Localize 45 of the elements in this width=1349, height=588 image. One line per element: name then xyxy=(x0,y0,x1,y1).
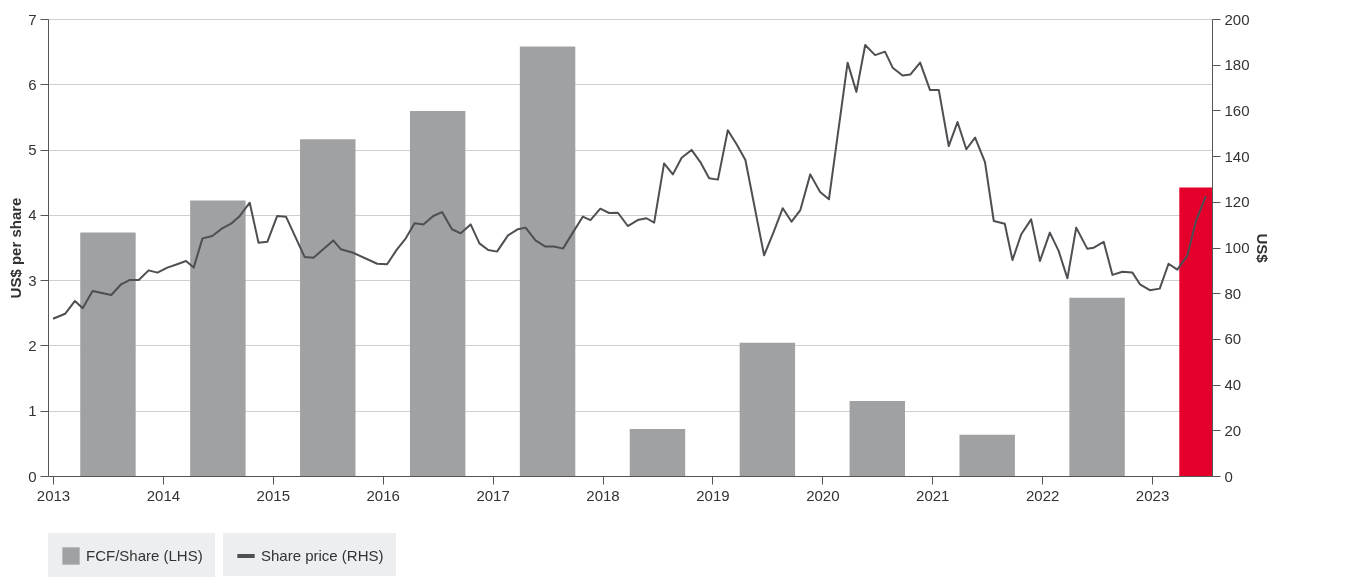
bar xyxy=(409,111,466,476)
y-tick-label: 5 xyxy=(28,141,37,159)
x-tick-label: 2023 xyxy=(1135,486,1170,504)
y-tick-label: 2 xyxy=(28,336,37,354)
x-tick-label: 2022 xyxy=(1025,486,1060,504)
y2-tick-label: 40 xyxy=(1224,376,1242,394)
x-tick-label: 2013 xyxy=(36,486,71,504)
y2-tick-label: 100 xyxy=(1224,239,1250,256)
x-tick-label: 2019 xyxy=(696,486,730,504)
bar xyxy=(849,400,905,476)
y2-tick-label: 120 xyxy=(1224,193,1250,211)
bar xyxy=(80,232,136,476)
legend-label: FCF/Share (LHS) xyxy=(86,547,203,564)
y2-tick-label: 20 xyxy=(1224,421,1242,439)
y2-tick-label: 80 xyxy=(1224,284,1242,302)
y-tick-label: 1 xyxy=(28,402,37,420)
legend-label: Share price (RHS) xyxy=(261,547,384,564)
y-tick-label: 0 xyxy=(28,467,37,485)
y-axis-title: US$ per share xyxy=(7,197,25,299)
bar xyxy=(1069,297,1125,476)
y-tick-label: 7 xyxy=(28,10,37,28)
bar xyxy=(190,200,246,476)
y2-tick-label: 60 xyxy=(1224,330,1242,348)
x-tick-label: 2018 xyxy=(586,486,620,504)
x-tick-label: 2015 xyxy=(256,486,290,504)
y-tick-label: 4 xyxy=(28,206,37,224)
y2-tick-label: 180 xyxy=(1224,56,1250,74)
x-tick-label: 2017 xyxy=(476,486,510,504)
x-tick-label: 2021 xyxy=(916,486,950,504)
line-series xyxy=(52,44,1207,320)
x-tick-label: 2014 xyxy=(146,486,181,504)
y2-tick-label: 0 xyxy=(1224,467,1233,485)
x-tick-label: 2020 xyxy=(806,486,840,504)
y-tick-label: 3 xyxy=(28,271,37,289)
y-tick-label: 6 xyxy=(28,75,37,93)
y2-tick-label: 160 xyxy=(1224,101,1250,119)
y2-axis-title: US$ xyxy=(1253,233,1271,264)
bar xyxy=(519,46,576,476)
bar xyxy=(629,428,686,476)
bar xyxy=(959,434,1015,476)
x-tick-label: 2016 xyxy=(366,486,400,504)
bar xyxy=(739,342,796,476)
y2-tick-label: 140 xyxy=(1224,147,1250,165)
y2-tick-label: 200 xyxy=(1224,10,1250,28)
bar xyxy=(300,139,356,476)
